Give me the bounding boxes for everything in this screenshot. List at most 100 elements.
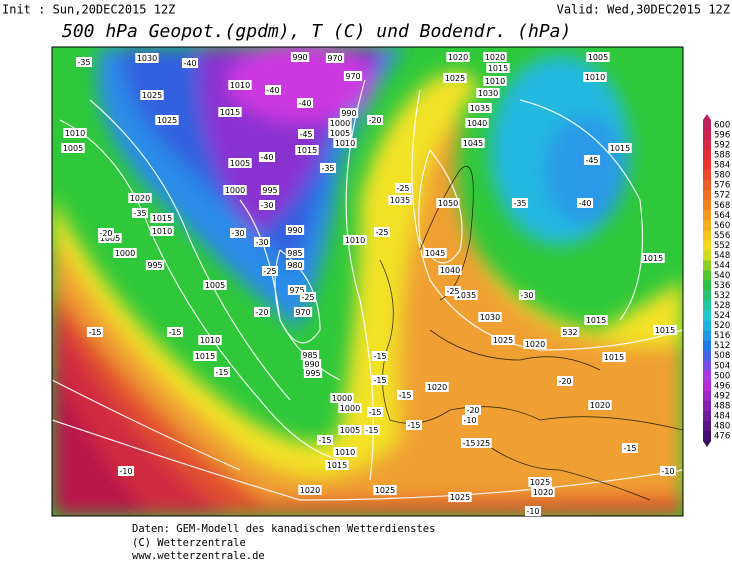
temperature-label-box [117,466,135,476]
colorbar-label: 540 [714,271,730,281]
pressure-label-box [298,485,322,495]
temperature-label-box [371,375,389,385]
colorbar-swatch [703,160,711,171]
pressure-label: 1005 [588,53,608,62]
colorbar-label: 564 [714,211,730,221]
pressure-label: 990 [304,360,319,369]
pressure-label-box [328,118,352,128]
temperature-label: -20 [368,116,381,125]
pressure-label: 1005 [330,129,350,138]
temperature-label: -35 [513,199,526,208]
colorbar-swatch [703,300,711,311]
temperature-label: -20 [466,406,479,415]
colorbar-swatch [703,140,711,151]
pressure-label: 995 [305,369,320,378]
colorbar-swatch [703,260,711,271]
colorbar-swatch [703,390,711,402]
temperature-label-box [86,327,104,337]
colorbar-swatch [703,380,711,392]
colorbar-swatch [703,220,711,231]
pressure-label: 1035 [390,196,410,205]
pressure-label: 970 [327,54,342,63]
pressure-label-box [145,260,165,270]
colorbar-label: 496 [714,381,730,391]
pressure-label-box [63,128,87,138]
pressure-label-box [486,63,510,73]
pressure-label: 1005 [205,281,225,290]
temperature-label: -10 [463,416,476,425]
pressure-label: 1025 [142,91,162,100]
pressure-label-box [285,248,305,258]
colorbar-swatch [703,400,711,412]
colorbar-label: 536 [714,281,730,291]
colorbar-swatch [703,230,711,241]
temperature-label-box [583,155,601,165]
colorbar-swatch [703,270,711,281]
temperature-label-box [131,208,149,218]
pressure-label: 1045 [463,139,483,148]
pressure-label: 970 [345,72,360,81]
pressure-label-box [588,400,612,410]
temperature-label: -35 [77,58,90,67]
footer-line: Daten: GEM-Modell des kanadischen Wetter… [132,523,435,535]
temperature-label: -20 [558,377,571,386]
pressure-label-box [260,185,280,195]
colorbar-swatch [703,350,711,362]
pressure-label-box [300,350,320,360]
pressure-label: 975 [289,286,304,295]
colorbar-label: 484 [714,411,730,421]
pressure-label-box [285,225,305,235]
pressure-label: 1010 [200,336,220,345]
temperature-label-box [253,307,271,317]
pressure-label-box [338,425,362,435]
colorbar-label: 492 [714,391,730,401]
colorbar-label: 512 [714,341,730,351]
pressure-label-box [468,103,492,113]
pressure-label-box [423,248,447,258]
temperature-label-box [511,198,529,208]
pressure-label: 1015 [152,214,172,223]
temperature-label-box [659,466,677,476]
temperature-label: -30 [260,201,273,210]
pressure-label-box [443,73,467,83]
temperature-label-box [319,163,337,173]
pressure-label-box [193,351,217,361]
pressure-label-box [303,368,323,378]
colorbar-swatch [703,170,711,181]
pressure-label: 1015 [195,352,215,361]
temperature-label-box [524,506,542,516]
pressure-label-box [333,447,357,457]
temperature-label-box [166,327,184,337]
footer-line: www.wetterzentrale.de [132,550,265,562]
pressure-label-box [61,143,85,153]
temperature-label-box [316,435,334,445]
pressure-label-box [461,138,485,148]
colorbar-label: 560 [714,221,730,231]
pressure-label-box [528,477,552,487]
temperature-label: -15 [215,368,228,377]
valid-time: Valid: Wed,30DEC2015 12Z [557,3,730,17]
pressure-label: 1015 [604,353,624,362]
colorbar-swatch [703,240,711,251]
temperature-label: -20 [99,229,112,238]
pressure-label: 1015 [220,108,240,117]
pressure-label-box [448,492,472,502]
temperature-label-box [556,376,574,386]
temperature-label-box [264,85,282,95]
pressure-label: 1020 [448,53,468,62]
pressure-label: 1025 [530,478,550,487]
temperature-label: -40 [298,99,311,108]
colorbar-swatch [703,250,711,261]
pressure-label: 1010 [485,77,505,86]
pressure-label: 995 [147,261,162,270]
pressure-label: 1010 [230,81,250,90]
pressure-label-box [483,76,507,86]
pressure-label: 980 [287,261,302,270]
pressure-label: 1010 [152,227,172,236]
temperature-label: -25 [375,228,388,237]
init-time: Init : Sun,20DEC2015 12Z [2,3,175,17]
pressure-label: 1010 [585,73,605,82]
colorbar-label: 596 [714,131,730,141]
